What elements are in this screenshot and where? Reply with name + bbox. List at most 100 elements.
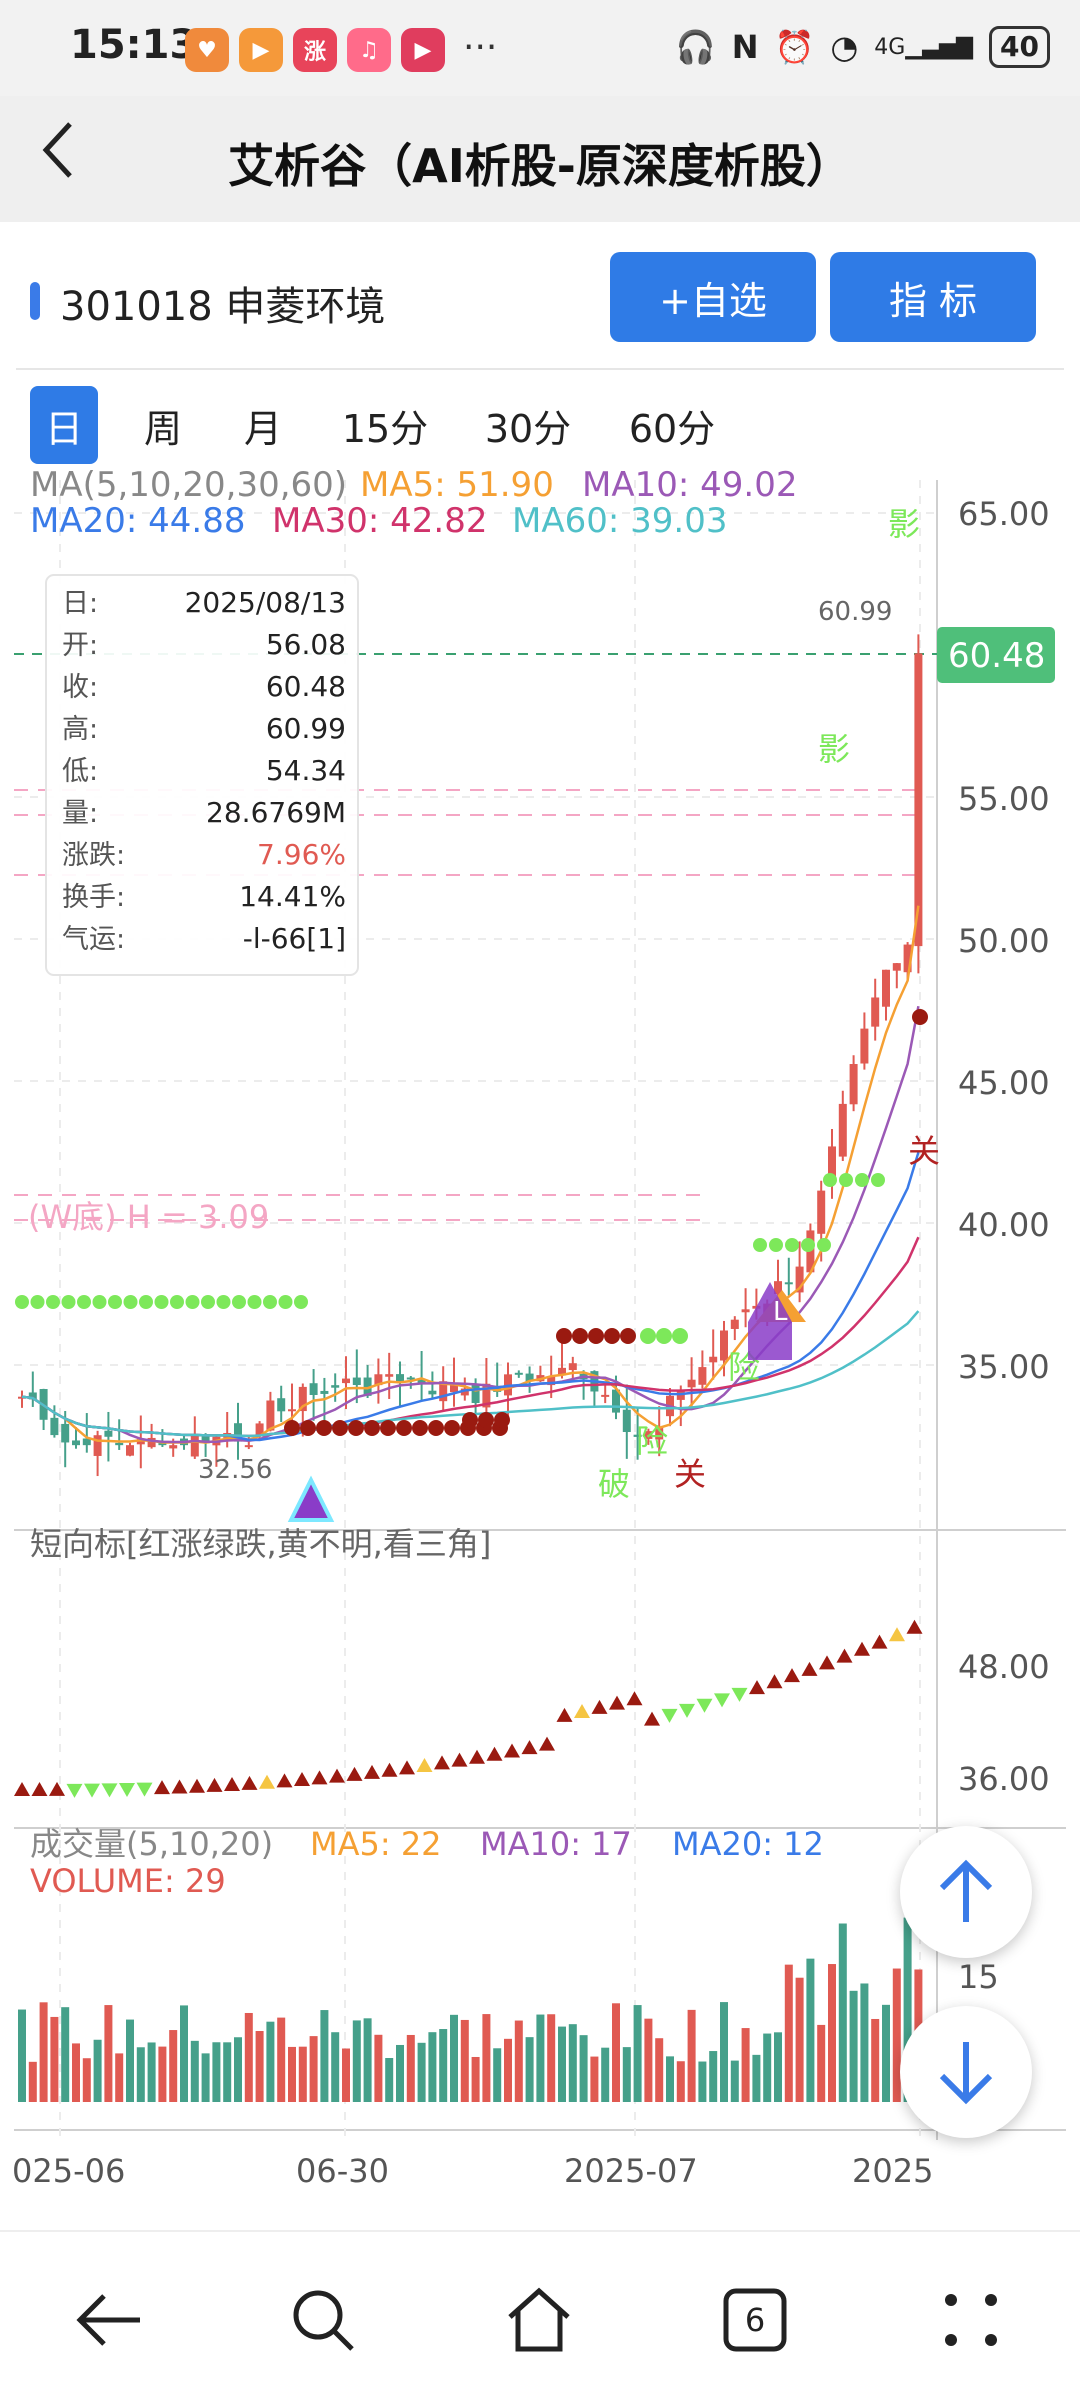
scroll-down-button[interactable] <box>900 2006 1032 2138</box>
green-dot <box>201 1295 215 1309</box>
candle-body <box>482 1383 491 1408</box>
vol-ma5-label: MA5: 22 <box>310 1825 442 1863</box>
tab-day[interactable]: 日 <box>30 386 98 464</box>
candle-body <box>774 1281 782 1295</box>
red-dot <box>572 1328 588 1344</box>
volume-bar <box>795 1977 804 2102</box>
indicator-triangle <box>784 1668 800 1683</box>
volume-bar <box>709 2051 718 2102</box>
volume-bar <box>828 1964 836 2102</box>
info-value: 56.08 <box>266 628 346 661</box>
nav-menu-button[interactable] <box>926 2280 1016 2360</box>
ohlc-info-rows: 日: 2025/08/13 开: 56.08 收: 60.48 高: 60.99 低: 54.34… <box>62 586 346 955</box>
candle-body <box>201 1436 210 1444</box>
volume-bar <box>590 2056 599 2102</box>
volume-bar <box>536 2014 545 2102</box>
indicator-button[interactable]: 指 标 <box>830 252 1036 342</box>
tab-30min[interactable]: 30分 <box>484 406 572 451</box>
green-dot <box>785 1238 799 1252</box>
date-tick: 2025 <box>852 2152 933 2190</box>
info-value: 2025/08/13 <box>185 586 346 619</box>
info-value: 60.99 <box>266 712 346 745</box>
indicator-triangle <box>731 1687 748 1702</box>
green-dot <box>154 1295 169 1309</box>
back-icon[interactable] <box>38 118 78 197</box>
kline-chart[interactable]: MA(5,10,20,30,60) MA5: 51.90 MA10: 49.02… <box>0 460 1080 2230</box>
candle-body <box>644 1431 653 1439</box>
wifi-icon: ◔ <box>830 28 859 66</box>
candle-body <box>687 1379 696 1388</box>
volume-bar <box>622 2047 631 2102</box>
indicator-triangle <box>416 1758 433 1773</box>
tab-week[interactable]: 周 <box>143 406 182 451</box>
ma-line <box>21 905 920 1444</box>
candle-body <box>309 1383 318 1395</box>
indicator-triangle <box>871 1634 888 1649</box>
volume-bar <box>126 2019 134 2102</box>
signal-dots <box>15 1009 928 1436</box>
candle-body <box>277 1398 286 1412</box>
indicator-triangle <box>329 1768 345 1783</box>
candle-body <box>903 944 912 973</box>
volume-bar <box>180 2005 188 2102</box>
volume-bar <box>903 1917 912 2102</box>
nav-tabs-button[interactable]: 6 <box>710 2280 800 2360</box>
volume-bar <box>39 2002 48 2102</box>
indicator-triangle <box>49 1781 65 1796</box>
volume-bar <box>255 2031 264 2102</box>
candle-body <box>396 1374 404 1383</box>
red-dot <box>620 1328 636 1344</box>
tab-15min[interactable]: 15分 <box>341 406 429 451</box>
candle-body <box>601 1394 610 1397</box>
volume-bar <box>136 2047 145 2102</box>
volume-bar <box>720 2002 728 2102</box>
last-price-tag <box>937 627 1055 683</box>
signal-icon: 4G▁▃▅▇ <box>874 34 974 60</box>
candle-body <box>266 1400 275 1431</box>
indicator-triangle <box>521 1740 538 1755</box>
indicator-triangle <box>294 1771 310 1786</box>
volume-bar <box>158 2046 167 2102</box>
candle-body <box>741 1309 750 1313</box>
tab-month[interactable]: 月 <box>243 406 282 451</box>
volume-bar <box>288 2046 296 2102</box>
volume-bar <box>817 2024 826 2102</box>
taobao-icon: ♥ <box>185 28 229 72</box>
search-icon <box>293 2290 354 2351</box>
candle-body <box>849 1064 858 1105</box>
candle-body <box>385 1374 394 1377</box>
volume-bar <box>115 2053 124 2102</box>
candle-body <box>136 1439 145 1445</box>
volume-bar <box>774 2032 782 2102</box>
nav-home-button[interactable] <box>494 2280 584 2360</box>
nav-back-button[interactable] <box>64 2280 154 2360</box>
tab-60min[interactable]: 60分 <box>628 406 716 451</box>
volume-bar <box>860 1983 869 2102</box>
notification-icons: ♥ ▶ 涨 ♫ ▶ ··· <box>185 28 497 72</box>
candle-body <box>374 1374 383 1386</box>
volume-bar <box>93 2039 102 2102</box>
nav-search-button[interactable] <box>278 2280 368 2360</box>
volume-bar <box>698 2061 707 2102</box>
info-key: 气运: <box>62 924 125 955</box>
volume-bar <box>514 2020 523 2102</box>
red-dot <box>380 1420 396 1436</box>
headphones-icon: 🎧 <box>675 28 716 66</box>
volume-bar <box>309 2036 318 2102</box>
indicator-triangle <box>154 1780 170 1795</box>
ma-lines <box>21 905 920 1444</box>
indicator-triangle <box>451 1752 468 1767</box>
candle-body <box>568 1363 577 1371</box>
volume-bar <box>547 2014 556 2102</box>
candle-body <box>547 1376 556 1386</box>
add-watchlist-button[interactable]: +自选 <box>610 252 816 342</box>
volume-bar <box>104 2005 113 2102</box>
green-dot <box>753 1238 767 1252</box>
volume-bar <box>806 1958 815 2102</box>
scroll-up-button[interactable] <box>900 1826 1032 1958</box>
volume-bars <box>18 1917 923 2102</box>
candle-body <box>428 1390 437 1395</box>
indicator-triangle <box>661 1708 678 1723</box>
candle-body <box>860 1028 869 1064</box>
price-tick: 65.00 <box>958 495 1050 533</box>
